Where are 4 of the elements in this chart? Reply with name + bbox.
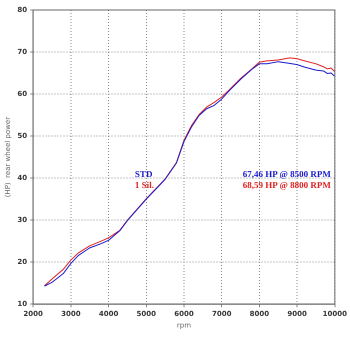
annotation: 68,59 HP @ 8800 RPM <box>242 180 332 190</box>
series-label: 1 Sil. <box>134 180 154 190</box>
series-label: STD <box>134 169 153 180</box>
annotation: 67,46 HP @ 8500 RPM <box>242 169 332 180</box>
